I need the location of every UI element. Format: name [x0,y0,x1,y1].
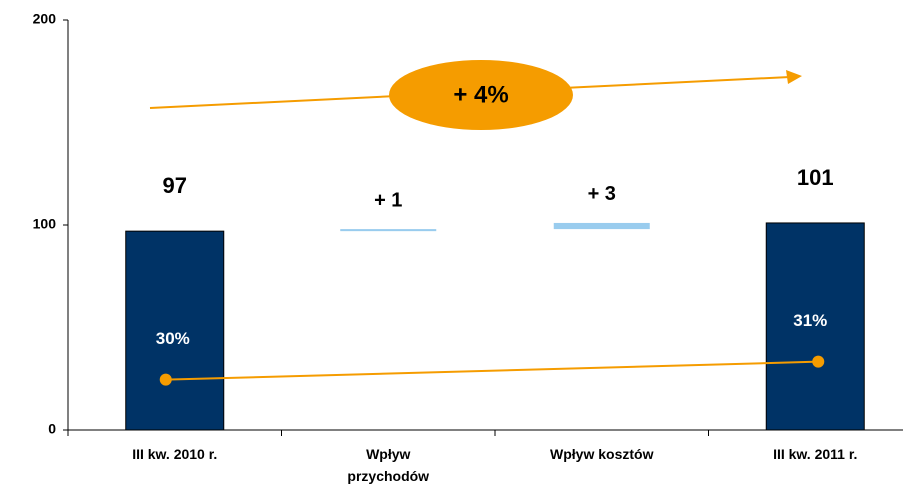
share-point [812,355,825,368]
growth-badge [389,60,573,130]
share-label: 30% [156,329,190,348]
increment-bar [340,229,437,232]
y-tick-label: 200 [33,11,57,27]
x-tick-label: Wpływ przychodów [347,446,430,484]
share-line [165,360,819,381]
x-tick-label: Wpływ kosztów [550,446,654,462]
x-tick-label: III kw. 2010 r. [132,446,218,462]
y-tick-label: 100 [33,216,57,232]
value-label: + 3 [588,183,616,205]
y-tick-label: 0 [48,421,56,437]
value-label: 97 [163,173,187,198]
x-tick-label: III kw. 2011 r. [773,446,858,462]
share-label: 31% [793,311,827,330]
total-bar [765,222,865,431]
growth-label: + 4% [453,81,508,108]
share-point [159,373,172,386]
value-label: + 1 [374,189,402,211]
increment-bar [553,222,650,230]
total-bar [125,230,225,431]
arrow-head [786,70,802,84]
value-label: 101 [797,165,834,190]
